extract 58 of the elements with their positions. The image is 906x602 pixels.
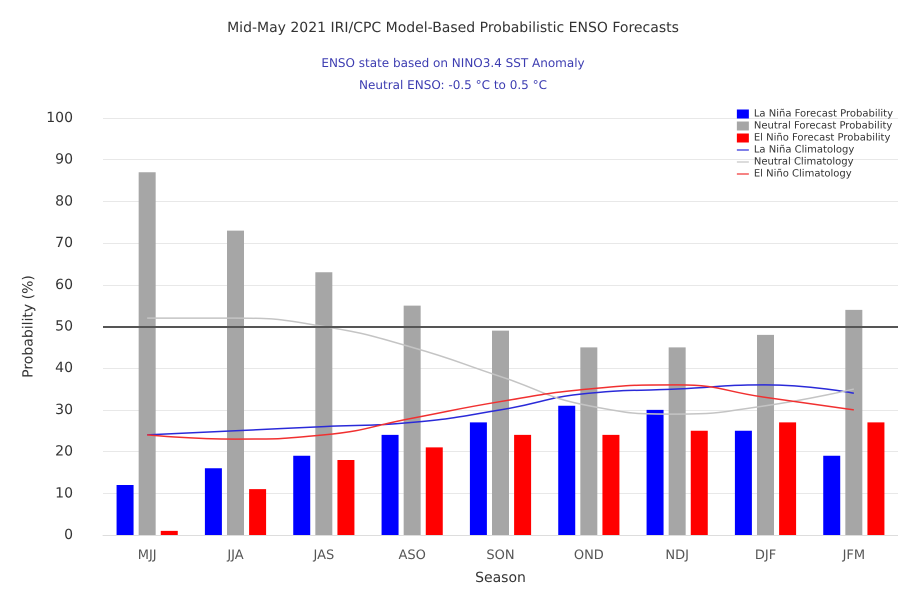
y-tick-label: 70 bbox=[55, 235, 73, 252]
bar bbox=[337, 460, 354, 535]
bar bbox=[204, 468, 222, 535]
bar bbox=[293, 456, 310, 535]
x-tick-label: ASO bbox=[398, 548, 426, 563]
bar bbox=[492, 330, 509, 535]
bar bbox=[602, 434, 620, 535]
legend-label: La Niña Forecast Probability bbox=[754, 108, 894, 120]
bar bbox=[426, 447, 443, 535]
y-tick-label: 30 bbox=[55, 402, 73, 418]
bar bbox=[470, 422, 487, 535]
chart-subtitle: ENSO state based on NINO3.4 SST Anomaly Neutral ENSO: -0.5 °C to 0.5 °C bbox=[321, 56, 585, 92]
x-tick-label: JAS bbox=[312, 548, 334, 563]
legend-label: Neutral Forecast Probability bbox=[754, 120, 892, 132]
y-axis-title: Probability (%) bbox=[20, 275, 36, 378]
bar bbox=[160, 530, 178, 535]
bar bbox=[382, 434, 399, 535]
legend-label: El Niño Climatology bbox=[754, 168, 852, 180]
bar bbox=[116, 484, 134, 535]
y-tick-label: 80 bbox=[55, 193, 73, 210]
bar bbox=[845, 310, 862, 535]
bar bbox=[227, 230, 244, 535]
y-tick-label: 50 bbox=[55, 318, 73, 334]
line-series bbox=[146, 317, 855, 415]
bar bbox=[514, 434, 532, 535]
chart-title: Mid-May 2021 IRI/CPC Model-Based Probabilistic ENSO Forecasts bbox=[227, 20, 679, 36]
x-tick-label: SON bbox=[486, 548, 515, 563]
bar bbox=[867, 422, 884, 535]
x-tick-label: NDJ bbox=[665, 548, 689, 563]
legend-label: El Niño Forecast Probability bbox=[754, 132, 890, 144]
y-tick-label: 90 bbox=[55, 152, 73, 168]
bar bbox=[558, 406, 576, 535]
bar bbox=[646, 410, 664, 535]
bar bbox=[580, 347, 598, 535]
legend-label: La Niña Climatology bbox=[754, 144, 854, 156]
bar bbox=[734, 430, 752, 535]
x-tick-label: JJA bbox=[226, 548, 244, 563]
x-tick-label: MJJ bbox=[138, 548, 157, 563]
x-tick-label: OND bbox=[574, 548, 604, 563]
y-tick-label: 20 bbox=[55, 444, 73, 460]
bar bbox=[249, 489, 266, 535]
bar bbox=[404, 306, 421, 535]
y-tick-label: 60 bbox=[55, 276, 73, 293]
bar bbox=[668, 347, 686, 535]
legend-label: Neutral Climatology bbox=[754, 156, 854, 168]
y-tick-label: 10 bbox=[55, 485, 73, 502]
x-axis-title: Season bbox=[475, 570, 526, 586]
bar bbox=[315, 272, 332, 535]
bar bbox=[690, 430, 708, 535]
y-tick-label: 40 bbox=[55, 360, 73, 376]
y-tick-label: 0 bbox=[64, 527, 73, 543]
bar bbox=[757, 334, 774, 535]
y-tick-label: 100 bbox=[46, 110, 73, 126]
x-tick-label: JFM bbox=[842, 548, 866, 563]
x-tick-label: DJF bbox=[754, 548, 776, 563]
bar bbox=[779, 422, 796, 535]
bar bbox=[823, 456, 840, 535]
bar bbox=[138, 172, 156, 535]
